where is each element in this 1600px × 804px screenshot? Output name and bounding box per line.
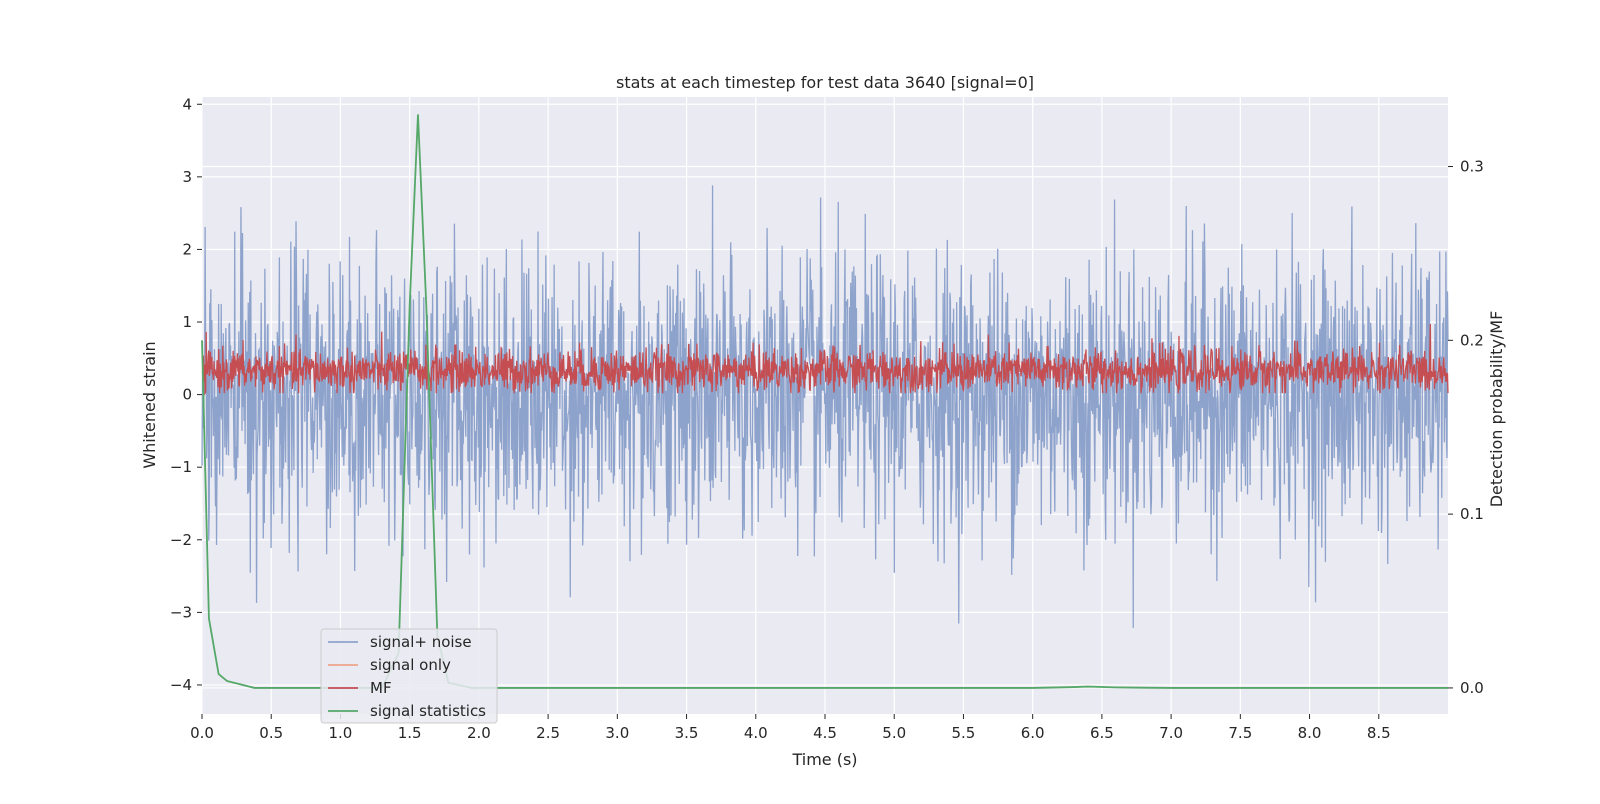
x-tick-label: 0.5 xyxy=(259,724,283,742)
y-axis-label: Whitened strain xyxy=(140,341,159,468)
x-tick-label: 8.0 xyxy=(1298,724,1322,742)
line-mf xyxy=(201,323,1449,396)
y-tick-label: −1 xyxy=(170,458,192,476)
x-tick-label: 0.0 xyxy=(190,724,214,742)
x-tick-label: 7.0 xyxy=(1159,724,1183,742)
x-tick-label: 8.5 xyxy=(1367,724,1391,742)
x-tick-label: 1.0 xyxy=(329,724,353,742)
legend-box xyxy=(320,628,498,724)
x-axis-label: Time (s) xyxy=(791,750,857,769)
y-tick-label: 0 xyxy=(182,386,192,404)
x-tick-label: 4.0 xyxy=(744,724,768,742)
legend: signal+ noise signal only MF signal statist… xyxy=(320,628,498,724)
series-mf xyxy=(201,323,1449,396)
legend-label: signal+ noise xyxy=(370,633,472,651)
y-tick-label: 1 xyxy=(182,313,192,331)
y2-axis-label: Detection probability/MF xyxy=(1487,311,1506,508)
y-tick-label: −4 xyxy=(170,676,192,694)
y2-tick-label: 0.0 xyxy=(1460,679,1484,697)
axes: 0.0 0.5 1.0 1.5 2.0 2.5 3.0 3.5 4.0 4.5 5.0 5.5 6.0 6… xyxy=(170,95,1484,742)
x-tick-label: 6.0 xyxy=(1021,724,1045,742)
series-signal-statistics xyxy=(201,114,1448,689)
y-tick-label: −2 xyxy=(170,531,192,549)
legend-label: MF xyxy=(370,679,392,697)
x-tick-label: 2.5 xyxy=(536,724,560,742)
x-tick-label: 6.5 xyxy=(1090,724,1114,742)
legend-label: signal only xyxy=(370,656,451,674)
y2-tick-label: 0.1 xyxy=(1460,505,1484,523)
legend-label: signal statistics xyxy=(370,702,486,720)
x-tick-label: 5.5 xyxy=(952,724,976,742)
y2-tick-label: 0.3 xyxy=(1460,158,1484,176)
line-signal-statistics xyxy=(201,114,1448,689)
x-tick-label: 4.5 xyxy=(813,724,837,742)
x-tick-label: 2.0 xyxy=(467,724,491,742)
chart-title: stats at each timestep for test data 364… xyxy=(616,73,1034,92)
x-tick-label: 1.5 xyxy=(398,724,422,742)
y-tick-label: 3 xyxy=(182,168,192,186)
x-tick-label: 3.5 xyxy=(675,724,699,742)
x-tick-label: 5.0 xyxy=(882,724,906,742)
y2-tick-label: 0.2 xyxy=(1460,331,1484,349)
x-tick-label: 3.0 xyxy=(605,724,629,742)
y-tick-label: −3 xyxy=(170,603,192,621)
y-tick-label: 2 xyxy=(182,240,192,258)
x-tick-label: 7.5 xyxy=(1228,724,1252,742)
y-tick-label: 4 xyxy=(182,95,192,113)
